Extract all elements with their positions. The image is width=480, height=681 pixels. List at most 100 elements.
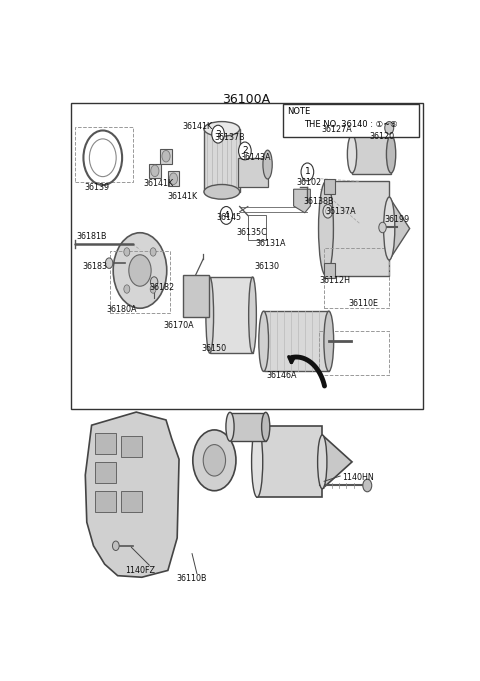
Text: 36143A: 36143A bbox=[240, 153, 271, 162]
Text: 36139: 36139 bbox=[84, 183, 110, 192]
Bar bbox=[324, 178, 335, 195]
Circle shape bbox=[151, 165, 159, 176]
Bar bbox=[238, 158, 267, 187]
Bar bbox=[204, 129, 240, 192]
Circle shape bbox=[203, 445, 226, 476]
Circle shape bbox=[363, 479, 372, 492]
Circle shape bbox=[124, 248, 130, 256]
Text: THE NO. 36140 : ①~⑤: THE NO. 36140 : ①~⑤ bbox=[304, 120, 398, 129]
Text: 1: 1 bbox=[304, 168, 310, 176]
Circle shape bbox=[150, 285, 156, 294]
Bar bbox=[283, 104, 419, 137]
Polygon shape bbox=[389, 197, 410, 260]
Text: 36145: 36145 bbox=[216, 212, 242, 221]
Bar bbox=[75, 127, 132, 183]
Circle shape bbox=[162, 151, 170, 162]
Text: 36112H: 36112H bbox=[320, 276, 351, 285]
Bar bbox=[324, 263, 335, 279]
Polygon shape bbox=[85, 412, 179, 577]
Ellipse shape bbox=[262, 412, 270, 441]
Bar bbox=[183, 274, 209, 317]
Bar bbox=[149, 163, 161, 178]
Ellipse shape bbox=[318, 435, 327, 489]
Bar bbox=[96, 491, 116, 511]
Text: 36170A: 36170A bbox=[164, 321, 194, 330]
Bar bbox=[319, 331, 389, 375]
Circle shape bbox=[212, 125, 225, 143]
Text: 1140FZ: 1140FZ bbox=[125, 566, 155, 575]
Ellipse shape bbox=[384, 197, 395, 260]
Polygon shape bbox=[322, 435, 352, 489]
Circle shape bbox=[113, 233, 167, 308]
Circle shape bbox=[220, 206, 233, 224]
Bar bbox=[264, 311, 329, 371]
Bar bbox=[168, 172, 180, 186]
Circle shape bbox=[385, 122, 394, 134]
Text: 4: 4 bbox=[224, 211, 229, 220]
Ellipse shape bbox=[386, 136, 396, 173]
Text: 36146A: 36146A bbox=[266, 371, 297, 380]
Bar bbox=[121, 436, 142, 457]
Ellipse shape bbox=[263, 150, 272, 179]
Ellipse shape bbox=[226, 412, 234, 441]
Circle shape bbox=[106, 258, 113, 268]
Circle shape bbox=[323, 204, 333, 218]
Bar bbox=[121, 491, 142, 511]
Text: 36102: 36102 bbox=[297, 178, 322, 187]
Bar bbox=[230, 413, 266, 441]
Text: 36141K: 36141K bbox=[182, 122, 213, 131]
Polygon shape bbox=[294, 189, 311, 212]
Text: 36182: 36182 bbox=[150, 283, 175, 291]
Text: 36135C: 36135C bbox=[236, 227, 267, 237]
Text: 36137B: 36137B bbox=[214, 133, 245, 142]
Bar bbox=[352, 136, 391, 174]
Text: 36141K: 36141K bbox=[168, 191, 198, 200]
Text: 36180A: 36180A bbox=[106, 305, 137, 314]
Ellipse shape bbox=[324, 311, 334, 371]
Ellipse shape bbox=[204, 122, 240, 136]
Bar bbox=[324, 248, 389, 308]
Circle shape bbox=[150, 248, 156, 256]
Ellipse shape bbox=[206, 277, 214, 353]
Text: 36141K: 36141K bbox=[144, 180, 174, 189]
Text: 36100A: 36100A bbox=[222, 93, 270, 106]
Text: 1140HN: 1140HN bbox=[342, 473, 373, 482]
Circle shape bbox=[112, 541, 119, 550]
Ellipse shape bbox=[259, 311, 268, 371]
Text: 36130: 36130 bbox=[254, 262, 279, 271]
Text: 36183: 36183 bbox=[83, 262, 108, 271]
Text: 36110E: 36110E bbox=[348, 298, 378, 308]
Circle shape bbox=[193, 430, 236, 491]
Text: 36131A: 36131A bbox=[255, 239, 286, 248]
Ellipse shape bbox=[252, 426, 263, 497]
Ellipse shape bbox=[249, 277, 256, 353]
Ellipse shape bbox=[348, 136, 357, 173]
Bar bbox=[326, 181, 389, 276]
Text: 36199: 36199 bbox=[384, 215, 409, 223]
Text: 36120: 36120 bbox=[369, 132, 395, 141]
Circle shape bbox=[379, 222, 386, 233]
Bar bbox=[96, 462, 116, 483]
Text: 2: 2 bbox=[242, 146, 248, 155]
Text: 3: 3 bbox=[215, 129, 221, 139]
Bar bbox=[110, 251, 170, 313]
Circle shape bbox=[124, 285, 130, 294]
Circle shape bbox=[150, 276, 158, 287]
Circle shape bbox=[301, 163, 314, 181]
Bar bbox=[96, 433, 116, 454]
Ellipse shape bbox=[204, 185, 240, 199]
Circle shape bbox=[239, 142, 251, 160]
Text: 36181B: 36181B bbox=[76, 232, 107, 241]
Text: 36127A: 36127A bbox=[322, 125, 352, 134]
Bar bbox=[210, 277, 252, 353]
Bar bbox=[160, 149, 172, 163]
Text: 36110B: 36110B bbox=[177, 574, 207, 584]
Circle shape bbox=[169, 173, 178, 185]
Bar bbox=[71, 103, 423, 409]
Circle shape bbox=[129, 255, 151, 286]
Text: NOTE: NOTE bbox=[287, 108, 310, 116]
Ellipse shape bbox=[319, 181, 334, 276]
Text: 36150: 36150 bbox=[202, 344, 227, 353]
Text: 36138B: 36138B bbox=[303, 197, 334, 206]
Bar bbox=[257, 426, 322, 497]
